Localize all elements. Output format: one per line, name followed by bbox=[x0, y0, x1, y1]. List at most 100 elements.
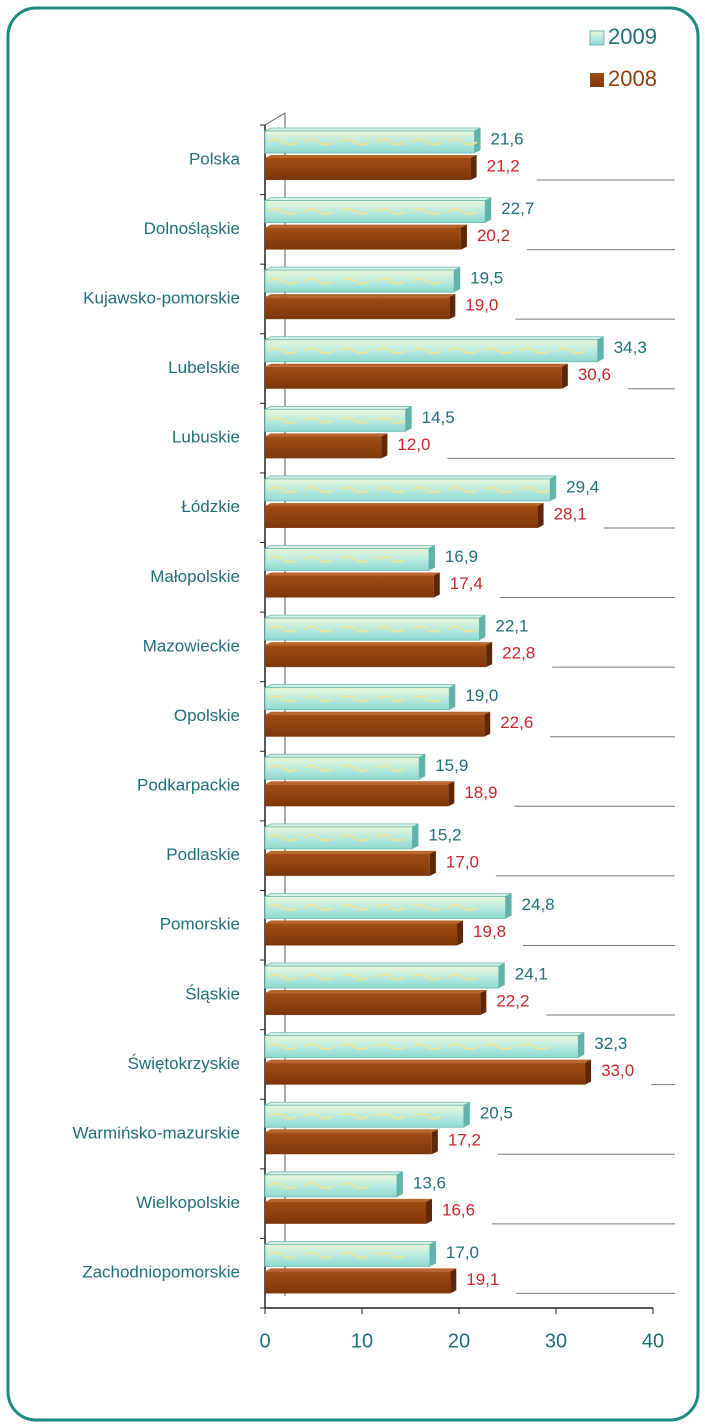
value-label: 19,0 bbox=[465, 686, 498, 705]
bar bbox=[265, 363, 568, 389]
bar-top bbox=[264, 753, 426, 758]
bar bbox=[264, 753, 426, 780]
value-label: 20,2 bbox=[477, 226, 510, 245]
category-label: Łódzkie bbox=[181, 497, 240, 516]
bar-side bbox=[480, 990, 487, 1016]
bar-pattern bbox=[556, 347, 586, 355]
bar-pattern bbox=[412, 625, 442, 633]
bar-pattern bbox=[412, 277, 442, 285]
bar-pattern bbox=[304, 903, 334, 911]
value-label: 28,1 bbox=[554, 504, 587, 523]
bar-pattern bbox=[376, 347, 406, 355]
value-label: 20,5 bbox=[480, 1104, 513, 1123]
bar-side bbox=[429, 1241, 436, 1267]
value-label: 21,2 bbox=[487, 156, 520, 175]
bar-pattern bbox=[376, 138, 406, 146]
bar-pattern bbox=[340, 625, 370, 633]
bar-pattern bbox=[448, 1043, 478, 1051]
bar-side bbox=[405, 406, 412, 432]
bar bbox=[265, 572, 440, 598]
bar bbox=[265, 1268, 457, 1294]
value-label: 33,0 bbox=[601, 1061, 634, 1080]
bar-side bbox=[457, 920, 464, 946]
bar-pattern bbox=[304, 1251, 334, 1259]
value-label: 34,3 bbox=[614, 338, 647, 357]
bar-top bbox=[264, 197, 492, 201]
bar-side bbox=[585, 1059, 592, 1085]
bar-pattern bbox=[268, 138, 298, 146]
bar bbox=[264, 893, 512, 919]
bar-side bbox=[470, 155, 477, 180]
bar-pattern bbox=[376, 834, 406, 842]
bar-top bbox=[265, 1059, 592, 1063]
bar-face bbox=[264, 339, 599, 363]
bar bbox=[265, 1059, 592, 1085]
bar-pattern bbox=[412, 695, 442, 703]
bar-pattern bbox=[484, 486, 514, 494]
bar bbox=[264, 1241, 437, 1267]
bar-pattern bbox=[340, 1251, 370, 1259]
value-label: 16,6 bbox=[442, 1200, 475, 1219]
bar-top bbox=[264, 684, 456, 689]
bar-pattern bbox=[376, 556, 406, 564]
bar-pattern bbox=[268, 1251, 298, 1259]
bar-pattern bbox=[268, 556, 298, 564]
bar-face bbox=[264, 1035, 579, 1059]
bar-side bbox=[578, 1032, 585, 1058]
bar-side bbox=[381, 433, 388, 459]
category-label: Śląskie bbox=[185, 984, 240, 1003]
bar bbox=[264, 197, 492, 223]
bar-pattern bbox=[268, 625, 298, 633]
bar-pattern bbox=[412, 347, 442, 355]
bar bbox=[265, 502, 544, 528]
bar-pattern bbox=[376, 277, 406, 285]
bar bbox=[264, 684, 456, 711]
bar-top bbox=[264, 1171, 404, 1176]
bar-pattern bbox=[376, 695, 406, 703]
bar-pattern bbox=[448, 903, 478, 911]
bar-pattern bbox=[304, 277, 334, 285]
bar-face bbox=[265, 297, 450, 320]
bar-top bbox=[264, 962, 505, 967]
value-label: 22,6 bbox=[500, 713, 533, 732]
value-label: 18,9 bbox=[464, 783, 497, 802]
bar bbox=[265, 642, 493, 668]
bar-face bbox=[265, 645, 487, 668]
bar-side bbox=[428, 545, 435, 571]
category-label: Warmińsko-mazurskie bbox=[72, 1124, 240, 1143]
bar-pattern bbox=[448, 486, 478, 494]
bar-side bbox=[460, 224, 467, 250]
x-tick-label: 40 bbox=[642, 1330, 664, 1352]
bar-side bbox=[433, 572, 440, 598]
category-label: Polska bbox=[189, 149, 241, 168]
bar-side bbox=[448, 781, 455, 807]
bar-pattern bbox=[304, 347, 334, 355]
bar-side bbox=[463, 1102, 470, 1128]
bar-pattern bbox=[448, 208, 478, 216]
bar-side bbox=[479, 615, 486, 641]
bar bbox=[264, 1032, 585, 1059]
bar-pattern bbox=[340, 973, 370, 981]
bar-pattern bbox=[268, 486, 298, 494]
bar-pattern bbox=[268, 1043, 298, 1051]
bar-pattern bbox=[412, 973, 442, 981]
bar-face bbox=[265, 853, 430, 876]
legend-swatch bbox=[589, 30, 605, 46]
bar-top bbox=[265, 224, 467, 228]
bar-side bbox=[450, 1268, 457, 1294]
value-label: 14,5 bbox=[422, 408, 455, 427]
bar-top bbox=[264, 336, 604, 341]
bar-face bbox=[265, 784, 449, 807]
bar-pattern bbox=[340, 764, 370, 772]
bar-pattern bbox=[412, 138, 442, 146]
bar-top bbox=[264, 475, 557, 480]
bar-face bbox=[264, 687, 450, 711]
bar-side bbox=[396, 1171, 403, 1197]
bar-pattern bbox=[304, 1112, 334, 1120]
bar bbox=[264, 336, 604, 363]
value-label: 15,9 bbox=[435, 756, 468, 775]
bar-top bbox=[265, 642, 493, 646]
bar bbox=[265, 1129, 438, 1155]
category-label: Zachodniopomorskie bbox=[82, 1263, 240, 1282]
